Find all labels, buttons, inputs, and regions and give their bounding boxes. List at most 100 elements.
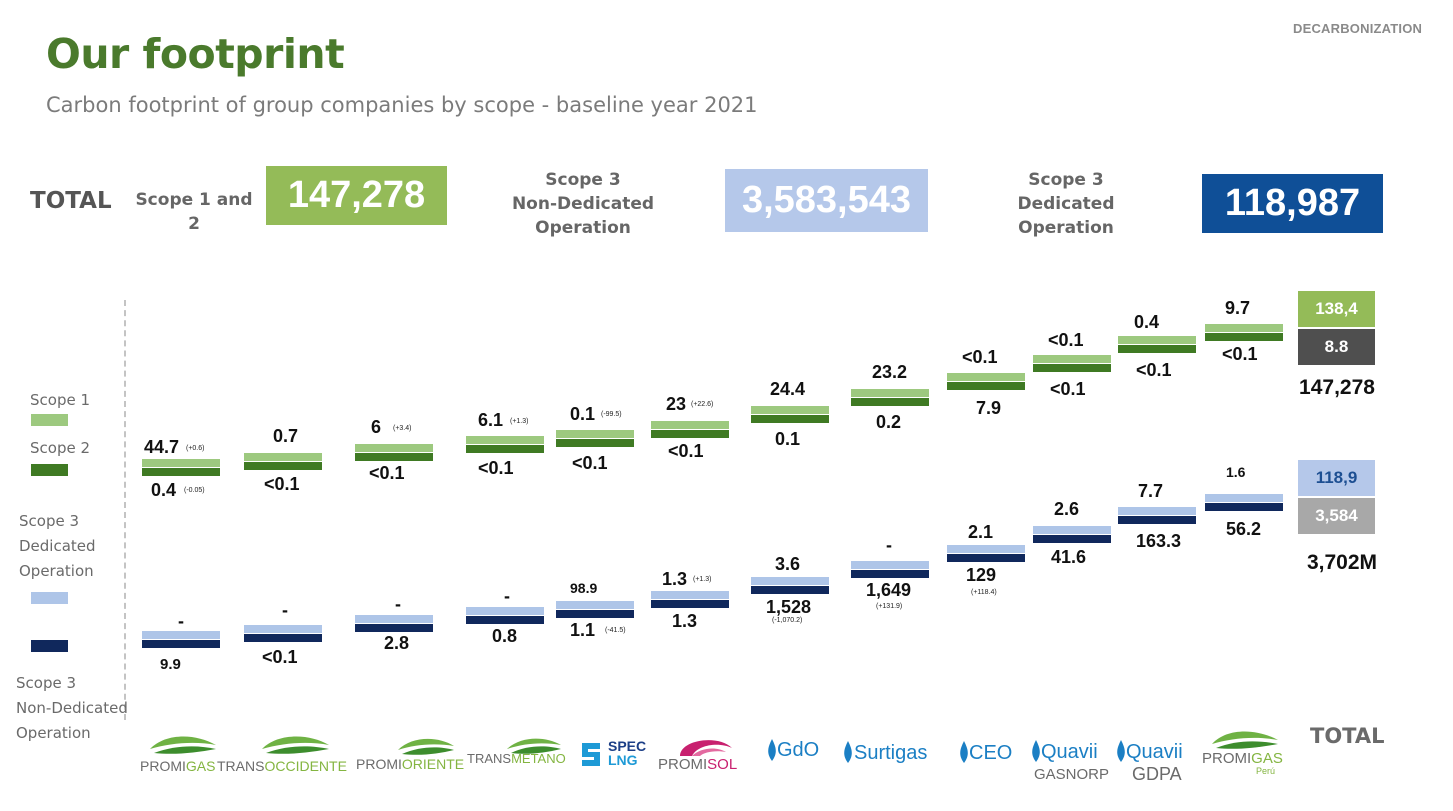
legend-scope3-d-line3: Operation [19, 562, 94, 580]
scope3-nd-summary-label-line3: Operation [535, 218, 631, 238]
legend-scope3-d-line2: Dedicated [19, 537, 96, 555]
company-6-scope3-non-dedicated-bar [751, 586, 829, 594]
company-4-s2-value: <0.1 [572, 453, 608, 473]
transmetano-logo: TRANSMETANO [467, 734, 567, 778]
scope3-nd-summary-label-line2: Non-Dedicated [511, 194, 655, 214]
company-0-scope2-bar [142, 468, 220, 476]
company-2-s1-note: (+3.4) [393, 425, 412, 432]
company-9-s2-value: <0.1 [1050, 379, 1086, 399]
company-2-s1-value: 6 [371, 417, 382, 437]
company-0-s2-value: 0.4 [151, 480, 177, 500]
company-1-s1-value: 0.7 [273, 426, 299, 446]
legend-scope3-nd-label: Scope 3 Non-Dedicated Operation [16, 671, 128, 746]
company-8-scope3-dedicated-bar [947, 545, 1025, 553]
company-9-s3nd-value: 41.6 [1051, 547, 1087, 567]
company-6-scope2-bar [751, 415, 829, 423]
company-11-s3d-value: 1.6 [1226, 464, 1246, 480]
company-11-scope3-dedicated-bar [1205, 494, 1283, 502]
promioriente-logo-part2: ORIENTE [401, 756, 465, 772]
legend-divider [124, 300, 126, 720]
total-scope3-sum: 3,702M [1306, 551, 1378, 574]
quavii-gasnorp-logo: Quavii GASNORP [1030, 738, 1109, 786]
company-6-s3d-value: 3.6 [775, 554, 801, 574]
promioriente-logo-part1: PROMI [356, 756, 402, 772]
page-title: Our footprint [46, 30, 345, 78]
scope3-d-summary-value: 118,987 [1202, 174, 1383, 233]
company-5-scope3-non-dedicated-bar [651, 600, 729, 608]
company-0-s1-value: 44.7 [144, 437, 180, 457]
company-9-s1-value: <0.1 [1048, 330, 1084, 350]
company-7-s1-value: 23.2 [872, 362, 908, 382]
surtigas-flame-icon [844, 741, 852, 763]
company-4-s3nd-note: (-41.5) [605, 627, 626, 634]
company-5-s1-note: (+22.6) [691, 401, 714, 408]
company-6-s2-value: 0.1 [775, 429, 801, 449]
company-0-scope1-bar [142, 459, 220, 467]
company-6-s1-value: 24.4 [770, 379, 806, 399]
company-11-s3nd-value: 56.2 [1226, 519, 1262, 539]
scope3-nd-summary-label: Scope 3 Non-Dedicated Operation [500, 168, 666, 240]
promisol-mark-icon [680, 740, 732, 756]
company-10-s3nd-value: 163.3 [1136, 531, 1182, 551]
legend-scope2-label: Scope 2 [30, 439, 91, 457]
page-subtitle: Carbon footprint of group companies by s… [46, 93, 758, 117]
company-2-scope2-bar [355, 453, 433, 461]
company-4-s1-value: 0.1 [570, 404, 596, 424]
company-9-scope3-dedicated-bar [1033, 526, 1111, 534]
company-3-s3nd-value: 0.8 [492, 626, 518, 646]
gdo-logo-text: GdO [777, 739, 820, 761]
promioriente-leaf-icon [398, 738, 454, 755]
company-5-s1-value: 23 [666, 394, 687, 414]
company-7-scope3-non-dedicated-bar [851, 570, 929, 578]
company-4-scope3-non-dedicated-bar [556, 610, 634, 618]
company-7-scope1-bar [851, 389, 929, 397]
company-6-scope1-bar [751, 406, 829, 414]
company-3-scope3-non-dedicated-bar [466, 616, 544, 624]
company-1-s3d-value: - [282, 600, 288, 620]
legend-scope3-d-swatch [31, 592, 68, 604]
company-11-scope1-bar [1205, 324, 1283, 332]
company-8-scope1-bar [947, 373, 1025, 381]
scope3-d-summary-label: Scope 3 Dedicated Operation [1000, 168, 1132, 240]
promisol-logo-part2: SOL [707, 756, 738, 773]
company-2-scope1-bar [355, 444, 433, 452]
company-3-scope1-bar [466, 436, 544, 444]
promigas-logo-part2: GAS [185, 758, 216, 774]
promigas-leaf-icon [150, 736, 216, 754]
transmetano-logo-part2: METANO [511, 751, 566, 766]
company-8-s3nd-note: (+118.4) [971, 589, 997, 596]
company-4-scope2-bar [556, 439, 634, 447]
company-10-scope3-non-dedicated-bar [1118, 516, 1196, 524]
quavii-gdpa-logo: Quavii GDPA [1115, 738, 1195, 786]
spec-lng-logo-text: SPEC LNG [608, 739, 646, 767]
transoccidente-leaf-icon [262, 736, 329, 754]
transoccidente-logo-part2: OCCIDENTE [264, 758, 347, 774]
company-4-scope1-bar [556, 430, 634, 438]
promisol-logo-part1: PROMI [658, 756, 708, 773]
legend-scope3-nd-line2: Non-Dedicated [16, 699, 128, 717]
scope3-d-summary-label-line1: Scope 3 [1028, 170, 1104, 190]
company-5-scope1-bar [651, 421, 729, 429]
company-5-scope3-dedicated-bar [651, 591, 729, 599]
legend-scope3-nd-swatch [31, 640, 68, 652]
company-0-scope3-dedicated-bar [142, 631, 220, 639]
company-9-scope3-non-dedicated-bar [1033, 535, 1111, 543]
totals-column-label: TOTAL [1310, 724, 1385, 748]
scope12-summary-value: 147,278 [266, 166, 447, 225]
company-4-s3nd-value: 1.1 [570, 620, 596, 640]
company-4-s1-note: (-99.5) [601, 411, 622, 418]
promioriente-logo: PROMIORIENTE [356, 734, 465, 782]
company-5-scope2-bar [651, 430, 729, 438]
company-7-scope3-dedicated-bar [851, 561, 929, 569]
company-5-s2-value: <0.1 [668, 441, 704, 461]
company-5-s3d-value: 1.3 [662, 569, 688, 589]
ceo-logo: CEO [958, 739, 1018, 769]
promigas-peru-logo: PROMIGAS Perú [1200, 726, 1284, 780]
ceo-logo-text: CEO [969, 742, 1013, 764]
company-1-s3nd-value: <0.1 [262, 647, 298, 667]
company-8-s3d-value: 2.1 [968, 522, 994, 542]
company-3-s3d-value: - [504, 586, 510, 606]
company-0-s3nd-value: 9.9 [160, 656, 181, 673]
legend-scope1-swatch [31, 414, 68, 426]
